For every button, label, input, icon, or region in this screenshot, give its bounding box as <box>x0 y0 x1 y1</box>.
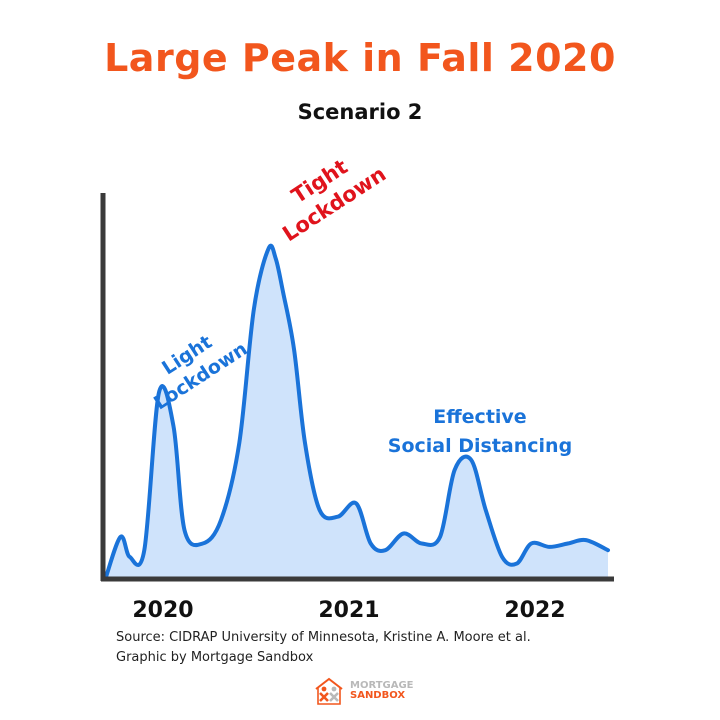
annotation-text: Effective <box>433 406 526 428</box>
logo-text: MORTGAGE SANDBOX <box>350 681 414 701</box>
logo-icon <box>315 677 343 705</box>
x-tick-label: 2022 <box>504 598 565 623</box>
logo-line: MORTGAGE <box>350 680 414 691</box>
series-line <box>104 243 610 579</box>
annotation-effective-distancing: Effective Social Distancing <box>388 406 572 457</box>
mortgage-sandbox-logo: MORTGAGE SANDBOX <box>312 676 414 706</box>
annotation-text: Social Distancing <box>388 435 572 457</box>
x-tick-label: 2020 <box>132 598 193 623</box>
area-fill <box>106 245 608 577</box>
source-note: Source: CIDRAP University of Minnesota, … <box>116 628 531 668</box>
x-tick-label: 2021 <box>318 598 379 623</box>
credit-line: Graphic by Mortgage Sandbox <box>116 650 314 665</box>
source-line: Source: CIDRAP University of Minnesota, … <box>116 630 531 645</box>
chart-subtitle: Scenario 2 <box>297 100 423 124</box>
chart-title: Large Peak in Fall 2020 <box>104 36 616 80</box>
annotation-tight-lockdown: Tight Lockdown <box>278 155 390 247</box>
annotation-light-lockdown: Light Lockdown <box>150 331 252 414</box>
logo-line: SANDBOX <box>350 690 406 701</box>
